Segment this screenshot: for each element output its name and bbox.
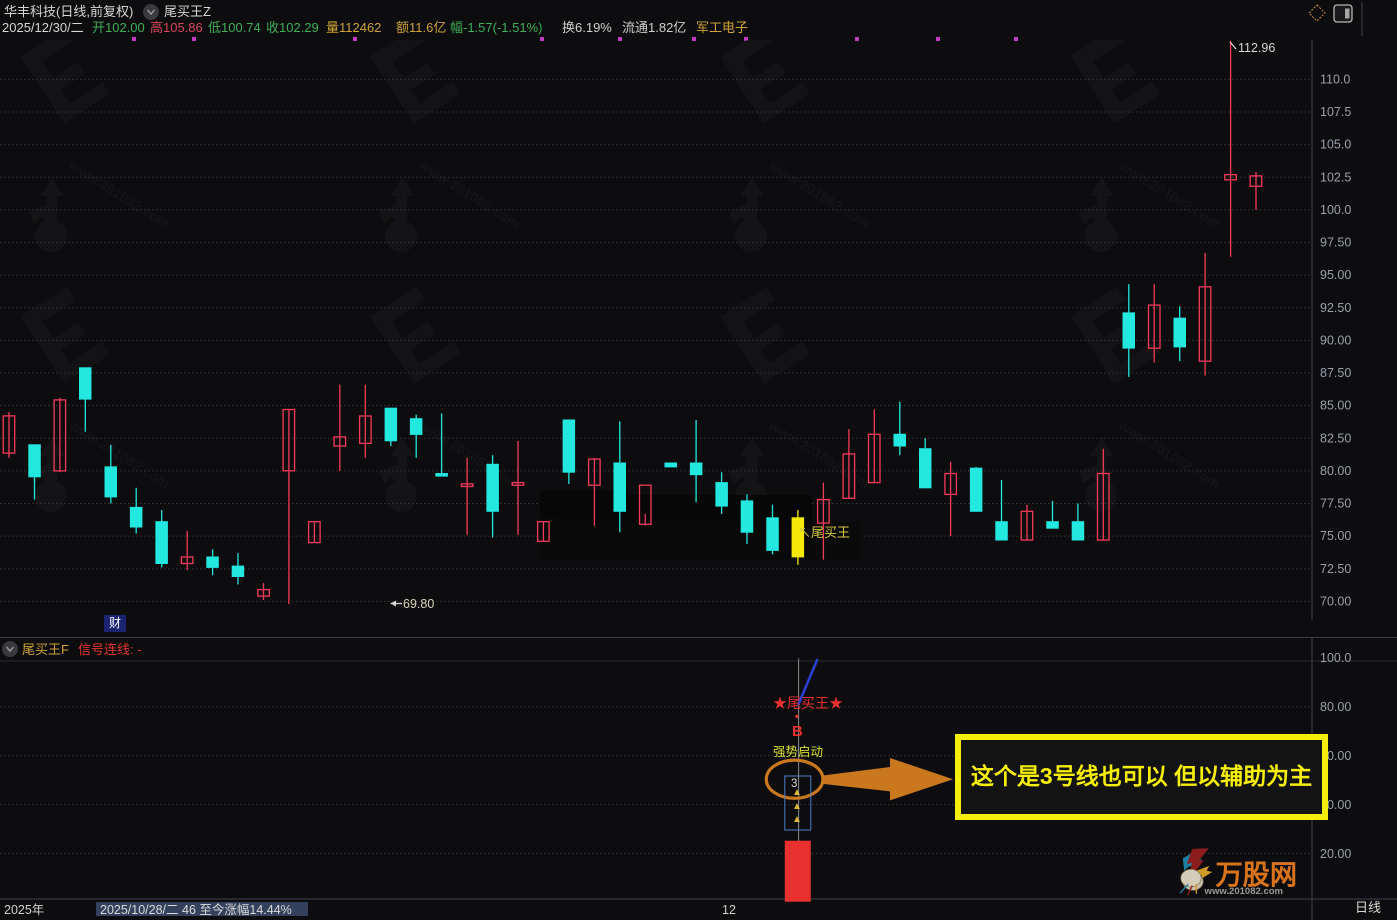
- svg-text:流通1.82亿: 流通1.82亿: [622, 20, 686, 35]
- svg-text:100.0: 100.0: [1320, 203, 1351, 217]
- svg-text:105.0: 105.0: [1320, 138, 1351, 152]
- svg-text:97.50: 97.50: [1320, 236, 1351, 250]
- svg-text:87.50: 87.50: [1320, 366, 1351, 380]
- svg-text:开102.00: 开102.00: [92, 20, 145, 35]
- svg-text:华丰科技(日线,前复权): 华丰科技(日线,前复权): [4, 4, 133, 19]
- svg-text:信号连线: -: 信号连线: -: [78, 642, 142, 657]
- svg-text:换6.19%: 换6.19%: [562, 20, 612, 35]
- svg-text:量112462: 量112462: [326, 20, 381, 35]
- svg-text:110.0: 110.0: [1320, 73, 1350, 87]
- svg-text:尾买王Z: 尾买王Z: [164, 4, 211, 19]
- svg-text:12: 12: [722, 903, 736, 917]
- svg-text:▲: ▲: [792, 787, 802, 798]
- svg-text:幅-1.57(-1.51%): 幅-1.57(-1.51%): [450, 20, 542, 35]
- svg-text:85.00: 85.00: [1320, 399, 1351, 413]
- svg-text:www.201082.com: www.201082.com: [1204, 886, 1283, 897]
- svg-text:102.5: 102.5: [1320, 170, 1351, 184]
- svg-text:▲: ▲: [792, 814, 802, 825]
- svg-text:100.0: 100.0: [1320, 651, 1351, 665]
- svg-text:2025/10/28/二 46 至今涨幅14.44%: 2025/10/28/二 46 至今涨幅14.44%: [100, 902, 292, 917]
- svg-text:80.00: 80.00: [1320, 700, 1351, 714]
- svg-text:B: B: [792, 723, 803, 740]
- svg-text:★尾买王★: ★尾买王★: [773, 695, 843, 711]
- svg-text:95.00: 95.00: [1320, 268, 1351, 282]
- svg-text:107.5: 107.5: [1320, 105, 1351, 119]
- svg-text:收102.29: 收102.29: [266, 20, 319, 35]
- svg-text:75.00: 75.00: [1320, 529, 1351, 543]
- svg-text:军工电子: 军工电子: [696, 20, 748, 35]
- svg-text:112.96: 112.96: [1238, 41, 1275, 55]
- svg-text:强势启动: 强势启动: [773, 744, 823, 759]
- svg-text:额11.6亿: 额11.6亿: [396, 20, 446, 35]
- svg-text:2025年: 2025年: [4, 903, 44, 917]
- svg-text:80.00: 80.00: [1320, 464, 1351, 478]
- svg-text:▲: ▲: [792, 801, 802, 812]
- svg-text:20.00: 20.00: [1320, 847, 1351, 861]
- svg-text:2025/12/30/二: 2025/12/30/二: [2, 20, 84, 35]
- svg-text:82.50: 82.50: [1320, 431, 1351, 445]
- svg-text:77.50: 77.50: [1320, 497, 1351, 511]
- svg-text:92.50: 92.50: [1320, 301, 1351, 315]
- svg-text:72.50: 72.50: [1320, 562, 1351, 576]
- svg-text:低100.74: 低100.74: [208, 20, 261, 35]
- svg-text:尾买王F: 尾买王F: [22, 642, 69, 657]
- svg-text:90.00: 90.00: [1320, 334, 1351, 348]
- svg-text:高105.86: 高105.86: [150, 20, 203, 35]
- svg-text:69.80: 69.80: [403, 597, 434, 611]
- svg-text:70.00: 70.00: [1320, 595, 1351, 609]
